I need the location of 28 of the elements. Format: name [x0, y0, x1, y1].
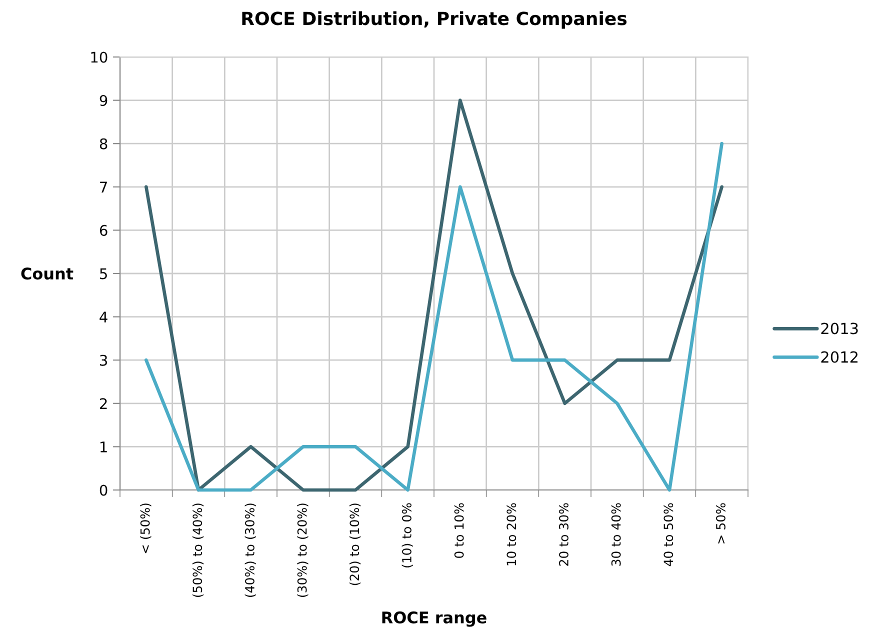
x-tick-label: (50%) to (40%) [192, 504, 204, 597]
y-tick-label: 4 [100, 312, 108, 322]
x-tick-label: 0 to 10% [454, 503, 464, 558]
legend-label: 2012 [821, 351, 858, 363]
y-tick-label: 3 [100, 354, 108, 366]
y-tick-label: 8 [100, 138, 108, 150]
y-tick-label: 6 [100, 224, 108, 236]
x-tick-label: (20) to (10%) [349, 504, 361, 586]
y-tick-label: 1 [100, 442, 107, 452]
x-tick-label: (10) to 0% [402, 503, 413, 568]
x-tick-label: 30 to 40% [611, 503, 621, 566]
x-tick-label: (30%) to (20%) [297, 504, 308, 597]
chart-title: ROCE Distribution, Private Companies [242, 11, 627, 29]
legend-label: 2013 [821, 322, 858, 334]
y-tick-label: 0 [100, 484, 108, 496]
x-axis-title: ROCE range [382, 611, 486, 627]
x-tick-label: 40 to 50% [664, 503, 674, 566]
x-tick-label: > 50% [716, 503, 726, 544]
y-tick-label: 9 [100, 95, 108, 106]
x-tick-label: (40%) to (30%) [244, 504, 256, 597]
y-tick-label: 5 [100, 268, 107, 280]
y-axis-title: Count [21, 268, 74, 280]
y-tick-label: 2 [100, 398, 107, 409]
y-tick-label: 10 [91, 52, 108, 63]
x-tick-label: < (50%) [140, 504, 152, 554]
x-tick-label: 10 to 20% [506, 503, 516, 566]
y-tick-label: 7 [100, 182, 107, 192]
x-tick-label: 20 to 30% [559, 503, 568, 566]
